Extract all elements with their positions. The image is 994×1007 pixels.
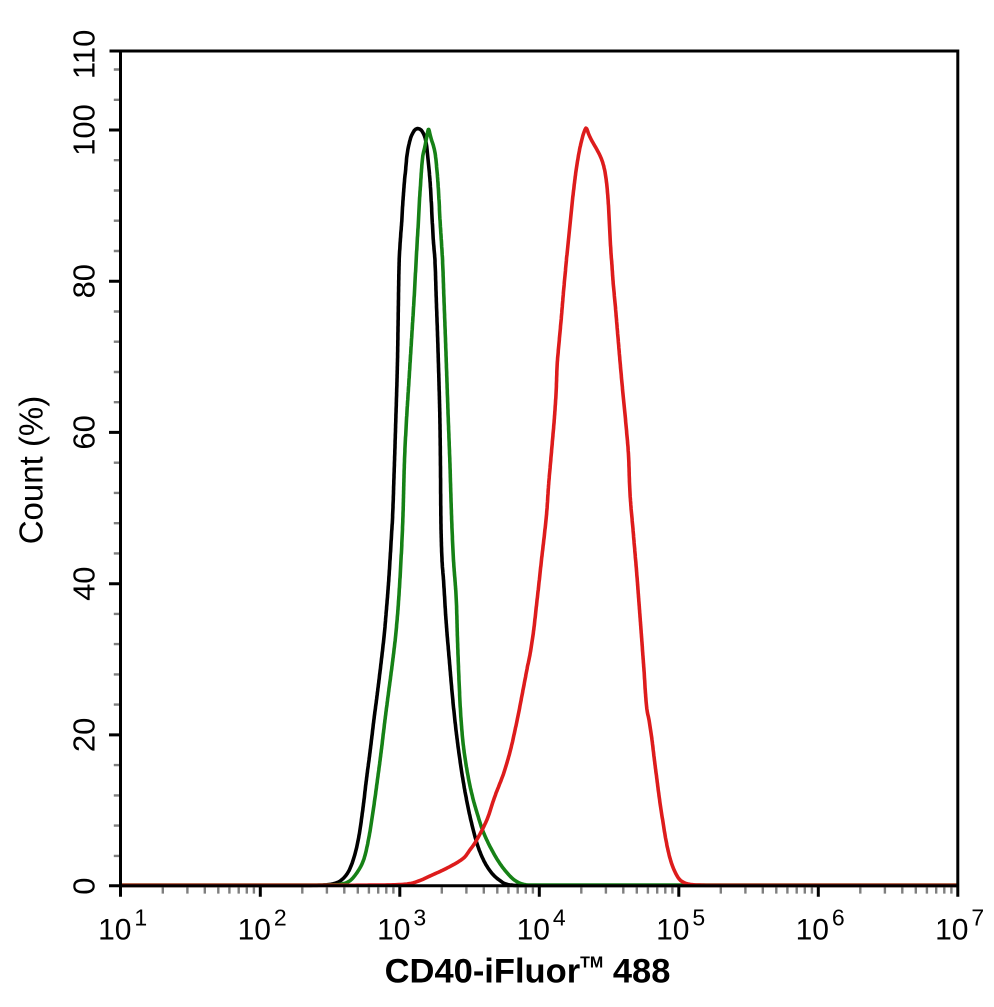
svg-text:3: 3 xyxy=(413,905,426,931)
svg-text:10: 10 xyxy=(517,913,550,946)
svg-text:10: 10 xyxy=(238,913,271,946)
svg-text:10: 10 xyxy=(935,913,968,946)
svg-text:60: 60 xyxy=(67,415,102,449)
svg-text:Count (%): Count (%) xyxy=(13,396,50,545)
svg-text:10: 10 xyxy=(98,913,131,946)
svg-text:5: 5 xyxy=(692,905,705,931)
svg-text:80: 80 xyxy=(67,264,102,298)
svg-text:20: 20 xyxy=(67,718,102,752)
svg-text:6: 6 xyxy=(832,905,845,931)
svg-text:10: 10 xyxy=(796,913,829,946)
svg-text:0: 0 xyxy=(67,877,102,894)
svg-text:1: 1 xyxy=(134,905,147,931)
svg-text:40: 40 xyxy=(67,566,102,600)
svg-text:2: 2 xyxy=(274,905,287,931)
svg-text:100: 100 xyxy=(67,104,102,156)
svg-text:CD40-iFluorTM 488: CD40-iFluorTM 488 xyxy=(385,952,671,990)
svg-text:110: 110 xyxy=(67,30,102,79)
svg-text:10: 10 xyxy=(377,913,410,946)
svg-text:7: 7 xyxy=(971,905,984,931)
svg-text:4: 4 xyxy=(553,905,566,931)
svg-text:10: 10 xyxy=(656,913,689,946)
